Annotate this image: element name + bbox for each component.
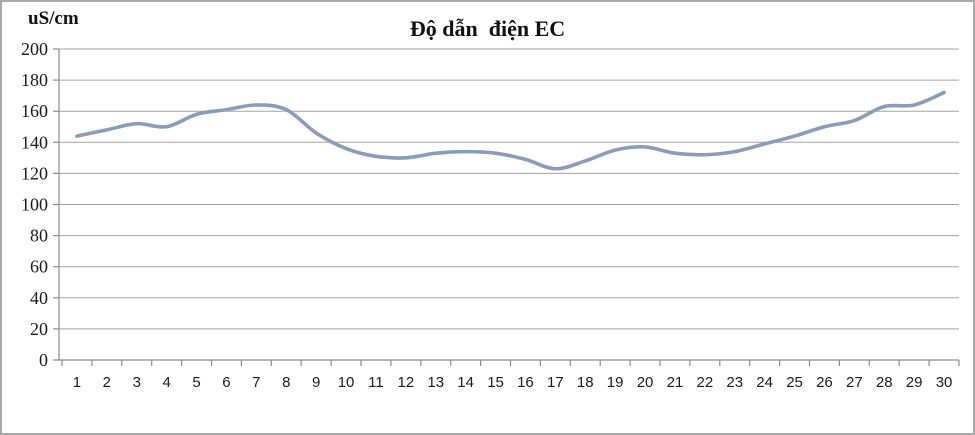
x-tick-label: 4 bbox=[162, 374, 170, 391]
x-tick-label: 18 bbox=[577, 374, 594, 391]
x-tick-label: 6 bbox=[222, 374, 230, 391]
x-tick-label: 2 bbox=[103, 374, 111, 391]
x-tick-label: 12 bbox=[398, 374, 415, 391]
y-tick-label: 120 bbox=[21, 163, 48, 183]
y-tick-label: 0 bbox=[39, 350, 48, 370]
x-tick-label: 21 bbox=[667, 374, 684, 391]
x-tick-label: 5 bbox=[192, 374, 200, 391]
chart-title: Độ dẫn điện EC bbox=[409, 16, 566, 41]
x-tick-label: 3 bbox=[133, 374, 141, 391]
y-tick-label: 40 bbox=[30, 288, 48, 308]
y-tick-label: 20 bbox=[30, 319, 48, 339]
x-tick-label: 14 bbox=[457, 374, 474, 391]
y-tick-label: 200 bbox=[21, 39, 48, 59]
x-tick-label: 8 bbox=[282, 374, 290, 391]
x-tick-label: 20 bbox=[637, 374, 654, 391]
x-tick-label: 27 bbox=[846, 374, 863, 391]
x-tick-label: 13 bbox=[427, 374, 444, 391]
y-tick-label: 160 bbox=[21, 101, 48, 121]
x-tick-label: 29 bbox=[906, 374, 923, 391]
x-tick-label: 1 bbox=[73, 374, 81, 391]
x-tick-label: 28 bbox=[876, 374, 893, 391]
y-tick-label: 100 bbox=[21, 195, 48, 215]
x-tick-label: 9 bbox=[312, 374, 320, 391]
x-tick-label: 22 bbox=[697, 374, 714, 391]
x-tick-label: 23 bbox=[726, 374, 743, 391]
y-tick-label: 140 bbox=[21, 132, 48, 152]
x-tick-label: 25 bbox=[786, 374, 803, 391]
x-tick-label: 16 bbox=[517, 374, 534, 391]
x-tick-label: 26 bbox=[816, 374, 833, 391]
ec-series-line bbox=[75, 90, 946, 171]
x-tick-label: 30 bbox=[936, 374, 953, 391]
y-axis-unit-label: uS/cm bbox=[28, 8, 79, 29]
x-tick-label: 24 bbox=[756, 374, 773, 391]
x-tick-label: 17 bbox=[547, 374, 564, 391]
x-tick-label: 11 bbox=[368, 374, 384, 391]
x-tick-label: 10 bbox=[338, 374, 355, 391]
x-tick-label: 15 bbox=[487, 374, 504, 391]
x-tick-label: 7 bbox=[252, 374, 260, 391]
y-tick-label: 180 bbox=[21, 70, 48, 90]
y-tick-label: 80 bbox=[30, 226, 48, 246]
x-tick-label: 19 bbox=[607, 374, 624, 391]
y-tick-label: 60 bbox=[30, 257, 48, 277]
